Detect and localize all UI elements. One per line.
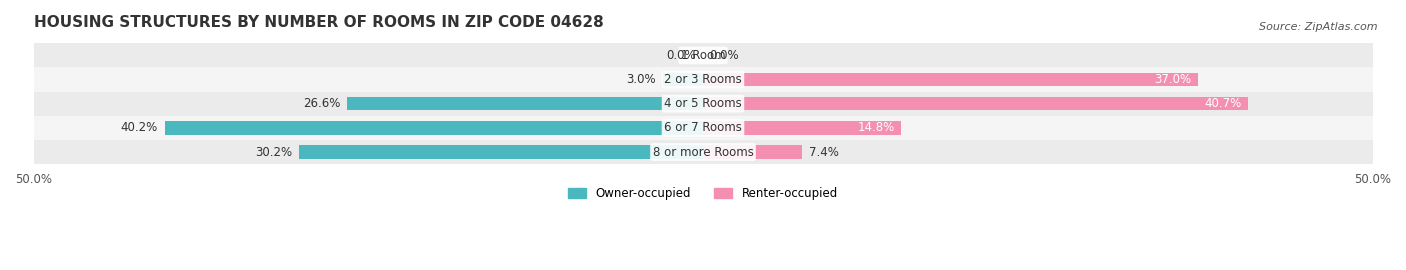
Bar [34, 68, 1372, 92]
Text: 0.0%: 0.0% [666, 49, 696, 62]
Text: HOUSING STRUCTURES BY NUMBER OF ROOMS IN ZIP CODE 04628: HOUSING STRUCTURES BY NUMBER OF ROOMS IN… [34, 15, 603, 30]
Text: 1 Room: 1 Room [681, 49, 725, 62]
Text: 8 or more Rooms: 8 or more Rooms [652, 146, 754, 158]
Text: 40.7%: 40.7% [1204, 97, 1241, 110]
Bar [34, 140, 1372, 164]
Bar [165, 121, 703, 134]
Text: 0.0%: 0.0% [710, 49, 740, 62]
Text: 30.2%: 30.2% [254, 146, 292, 158]
Text: 37.0%: 37.0% [1154, 73, 1192, 86]
Bar [34, 43, 1372, 68]
Text: Source: ZipAtlas.com: Source: ZipAtlas.com [1260, 22, 1378, 32]
Bar [34, 92, 1372, 116]
Text: 26.6%: 26.6% [302, 97, 340, 110]
Bar [703, 97, 1249, 110]
Bar [298, 145, 703, 159]
Bar [662, 73, 703, 86]
Text: 4 or 5 Rooms: 4 or 5 Rooms [664, 97, 742, 110]
Text: 6 or 7 Rooms: 6 or 7 Rooms [664, 122, 742, 134]
Text: 40.2%: 40.2% [121, 122, 157, 134]
Bar [34, 116, 1372, 140]
Bar [703, 73, 1198, 86]
Text: 14.8%: 14.8% [858, 122, 894, 134]
Bar [347, 97, 703, 110]
Text: 3.0%: 3.0% [627, 73, 657, 86]
Text: 2 or 3 Rooms: 2 or 3 Rooms [664, 73, 742, 86]
Bar [703, 145, 801, 159]
Legend: Owner-occupied, Renter-occupied: Owner-occupied, Renter-occupied [564, 182, 842, 205]
Bar [703, 121, 901, 134]
Text: 7.4%: 7.4% [808, 146, 838, 158]
